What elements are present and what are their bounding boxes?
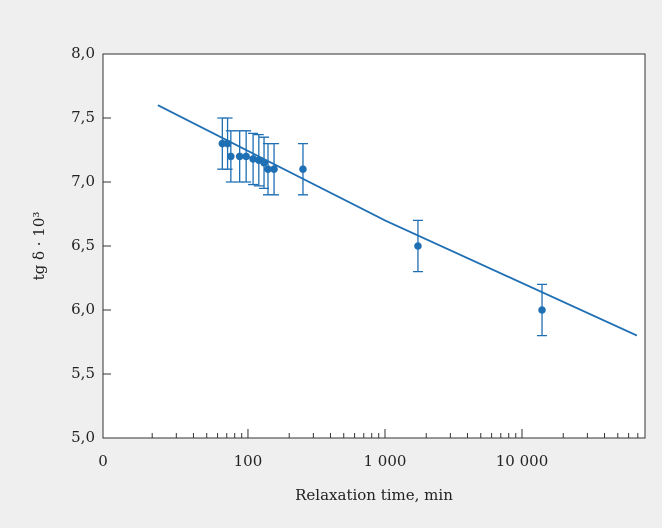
data-point — [218, 139, 227, 148]
data-point — [242, 152, 250, 161]
data-point — [299, 165, 307, 173]
x-tick-label: 10 000 — [496, 452, 549, 470]
y-tick-label: 5,0 — [71, 428, 95, 446]
x-tick-label: 100 — [234, 452, 263, 470]
data-point — [414, 242, 422, 250]
data-point — [538, 306, 546, 314]
data-point — [223, 139, 232, 148]
x-tick-label: 1 000 — [364, 452, 407, 470]
plot-area — [102, 53, 646, 439]
x-axis-label: Relaxation time, min — [295, 486, 453, 504]
y-tick-label: 6,5 — [71, 236, 95, 254]
x-tick-label: 0 — [98, 452, 108, 470]
y-tick-label: 8,0 — [71, 44, 95, 62]
fit-line — [157, 104, 638, 337]
data-point — [249, 155, 257, 163]
data-point — [235, 152, 244, 161]
data-point — [227, 152, 235, 161]
data-point — [264, 165, 272, 173]
y-tick-label: 5,5 — [71, 364, 95, 382]
y-tick-label: 7,5 — [71, 108, 95, 126]
y-axis-label: tg δ · 10³ — [30, 212, 48, 281]
y-tick-label: 6,0 — [71, 300, 95, 318]
data-point — [260, 159, 268, 167]
data-point — [270, 165, 278, 173]
y-tick-label: 7,0 — [71, 172, 95, 190]
